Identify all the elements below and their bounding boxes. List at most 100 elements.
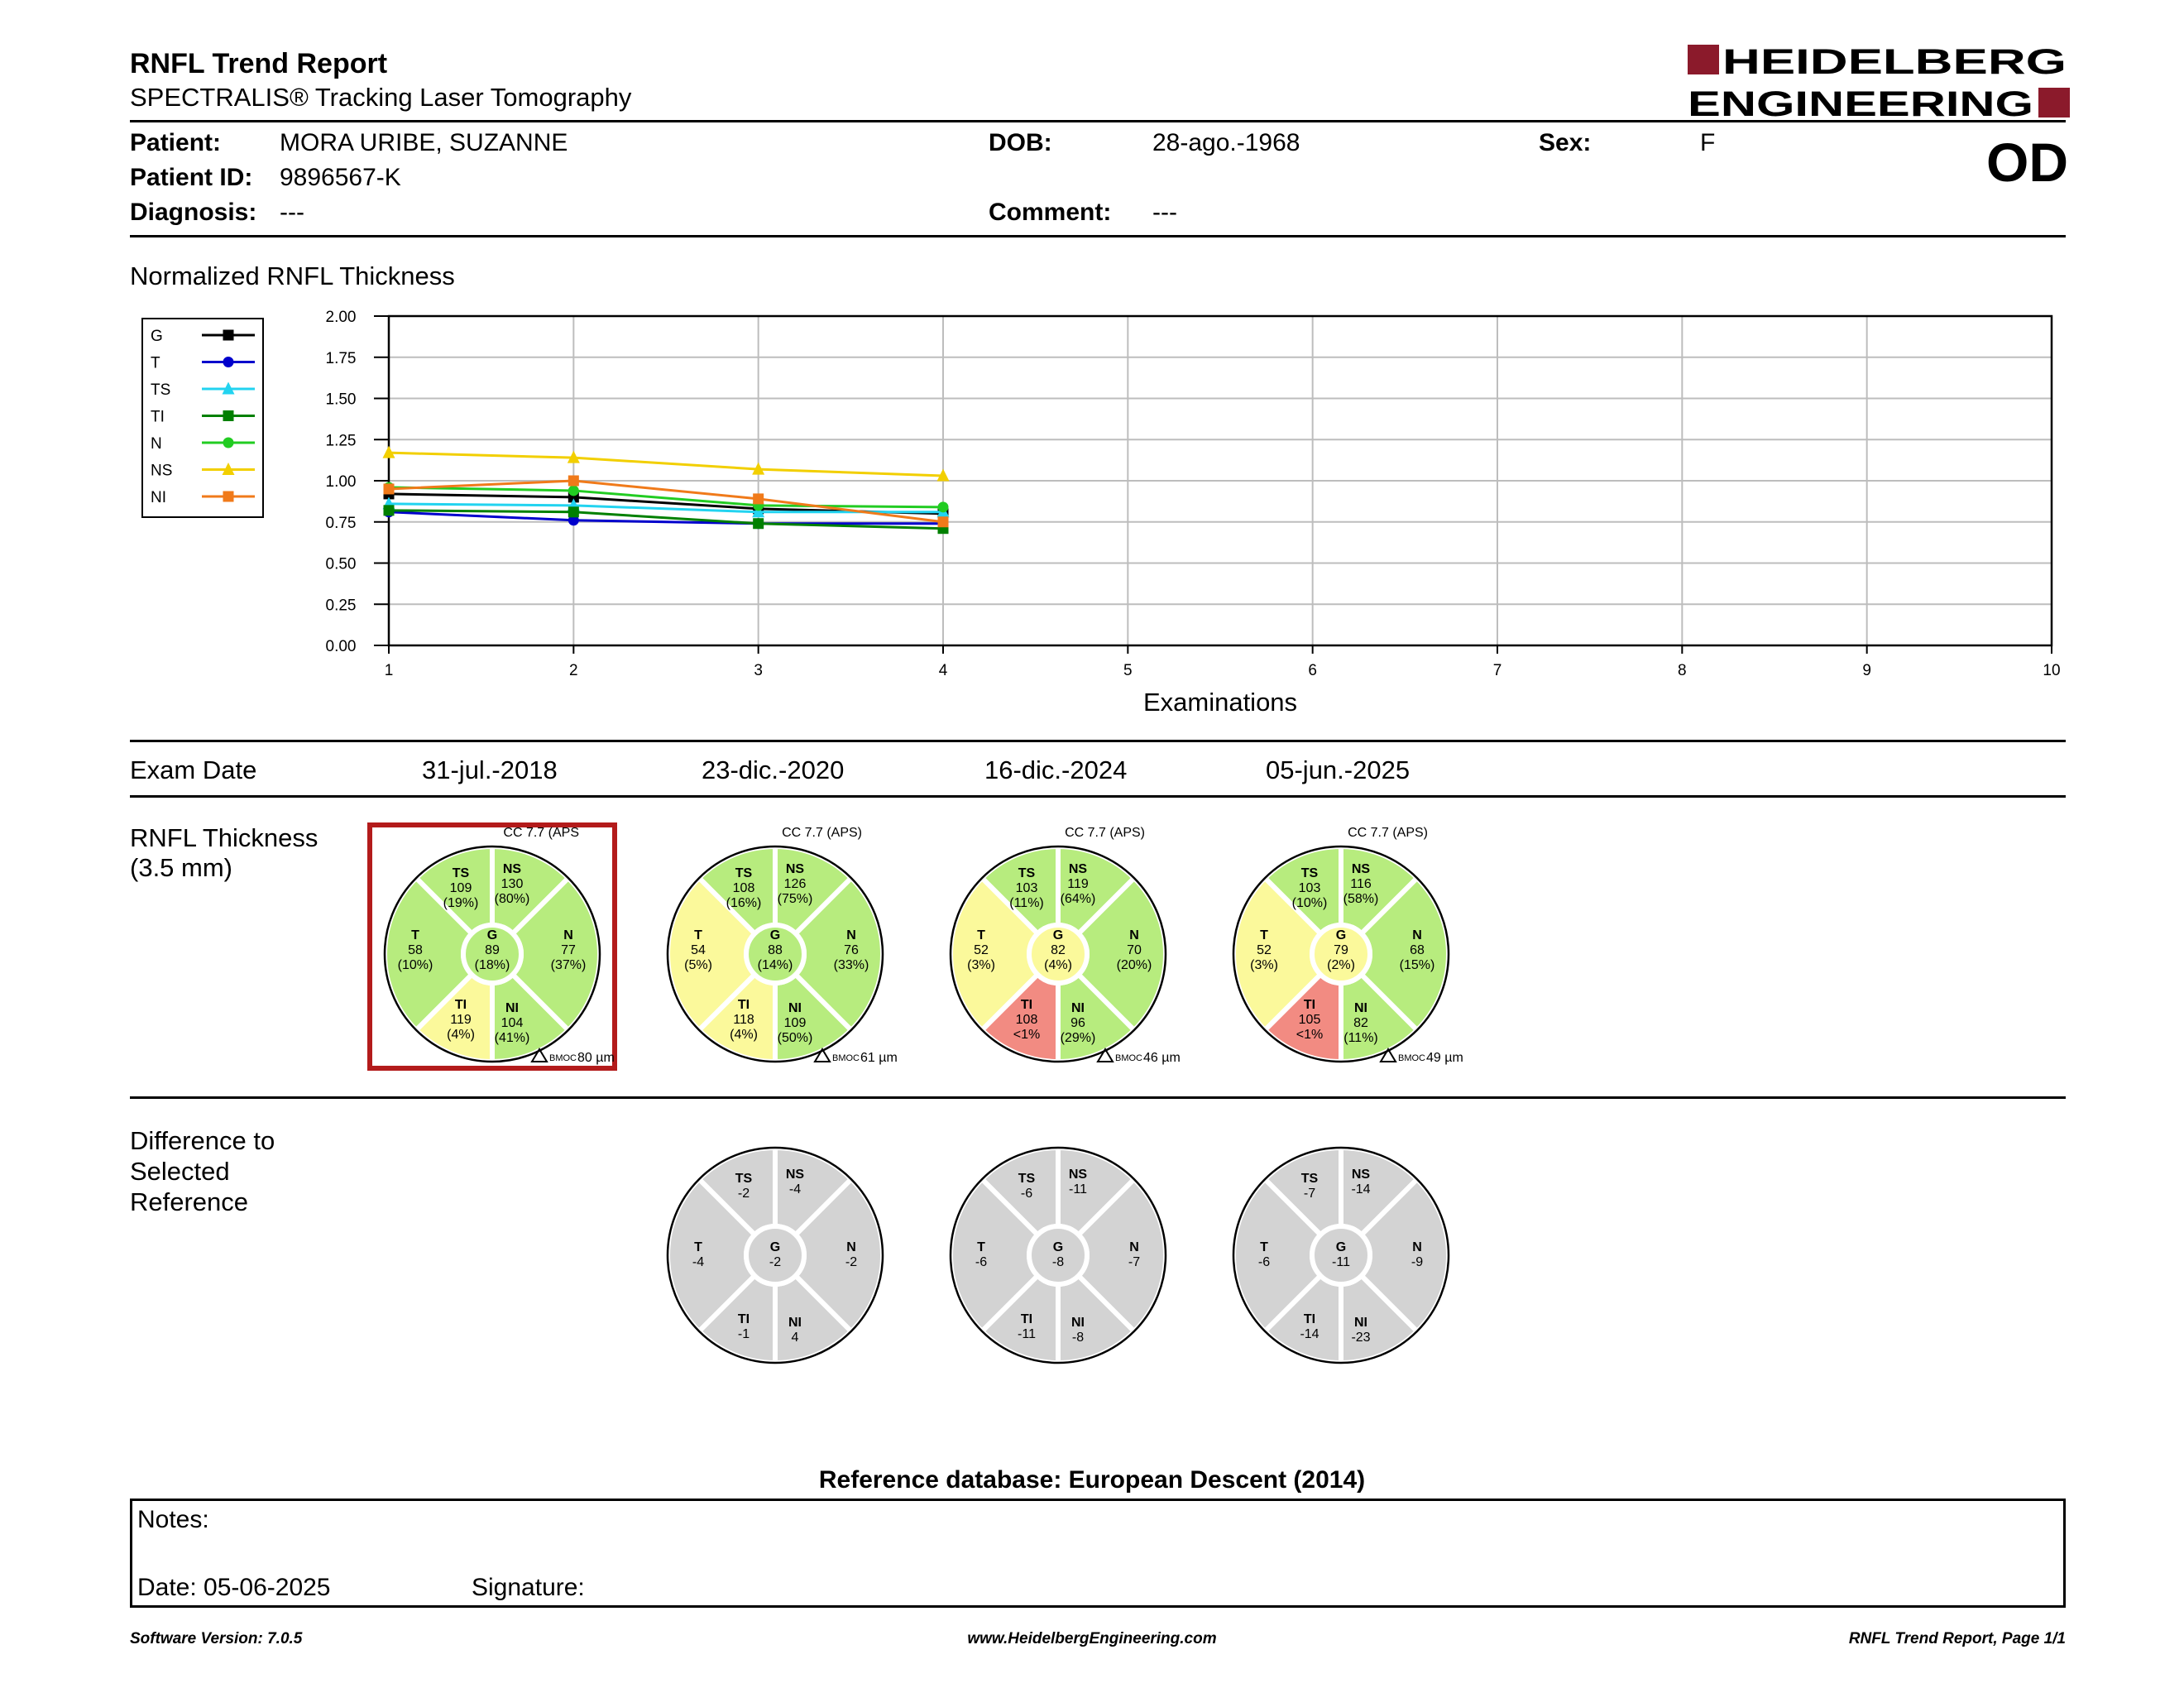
chart-legend-marker: [223, 437, 234, 448]
sector-value-ni: 109: [784, 1016, 807, 1030]
sector-g: [461, 923, 524, 985]
sector-pct-g: (4%): [1044, 958, 1072, 972]
signature-label: Signature:: [472, 1574, 585, 1601]
software-version: Software Version: 7.0.5: [130, 1630, 303, 1647]
rnfl-disc-exam-1[interactable]: TS109(19%)NS130(80%)T58(10%)G89(18%)N77(…: [364, 826, 620, 1082]
diff-sector-label-n: N: [846, 1240, 856, 1254]
sector-pct-n: (37%): [551, 958, 587, 972]
sector-value-ti: 118: [733, 1013, 754, 1027]
chart-xtick-label: 2: [569, 662, 578, 679]
chart-legend-marker: [223, 357, 234, 367]
sector-label-ts: TS: [453, 866, 470, 880]
sector-label-ns: NS: [1352, 862, 1371, 876]
disc-outline: [666, 1146, 884, 1364]
bmoc-label: BMOC: [1398, 1053, 1425, 1063]
diagnosis-label: Diagnosis:: [130, 199, 257, 226]
patient-id: 9896567-K: [280, 164, 401, 191]
website-link[interactable]: www.HeidelbergEngineering.com: [967, 1630, 1217, 1647]
image-quality-label: CC 7.7 (APS): [1348, 826, 1428, 840]
diff-sector-label-ti: TI: [1304, 1312, 1315, 1326]
disc-outline: [383, 845, 601, 1063]
diff-sector-value-ti: -14: [1300, 1327, 1319, 1341]
diff-sector-label-g: G: [770, 1240, 780, 1254]
chart-point-ni: [937, 516, 949, 528]
exam-date-label: Exam Date: [130, 755, 257, 784]
sector-pct-g: (18%): [475, 958, 510, 972]
sector-label-ti: TI: [738, 998, 750, 1012]
bmoc-value: 80 µm: [577, 1051, 615, 1065]
diff-sector-label-t: T: [977, 1240, 985, 1254]
chart-point-t: [568, 515, 579, 526]
sector-g: [1310, 1224, 1372, 1287]
image-quality-label: CC 7.7 (APS: [503, 826, 579, 840]
chart-point-ns: [382, 445, 395, 458]
bmoc-value: 61 µm: [860, 1051, 898, 1065]
diff-sector-label-ni: NI: [788, 1316, 802, 1330]
patient-label: Patient:: [130, 129, 222, 156]
diff-sector-label-ts: TS: [735, 1172, 753, 1186]
sector-label-ns: NS: [786, 862, 805, 876]
chart-legend-marker: [223, 410, 234, 421]
patient-id-label: Patient ID:: [130, 164, 253, 191]
logo-line1: HEIDELBERG: [1722, 43, 2067, 82]
comment-label: Comment:: [989, 199, 1112, 226]
sector-value-t: 54: [691, 943, 706, 957]
chart-legend-marker: [223, 491, 234, 502]
sector-label-ni: NI: [1071, 1001, 1085, 1015]
disc-outline: [666, 845, 884, 1063]
sector-label-t: T: [1260, 928, 1268, 942]
chart-ytick-label: 1.75: [326, 350, 357, 367]
heidelberg-logo: HEIDELBERG ENGINEERING: [1688, 43, 2070, 119]
sector-pct-g: (14%): [758, 958, 793, 972]
chart-xtick-label: 6: [1308, 662, 1317, 679]
sector-g: [1027, 1224, 1090, 1287]
sector-value-ts: 108: [733, 881, 755, 895]
chart-xtick-label: 4: [939, 662, 948, 679]
sector-value-ns: 126: [784, 877, 807, 891]
chart-xlabel: Examinations: [1143, 688, 1297, 712]
chart-point-ni: [383, 483, 395, 495]
patient-name: MORA URIBE, SUZANNE: [280, 129, 568, 156]
sector-g: [1310, 923, 1372, 985]
diff-sector-label-g: G: [1053, 1240, 1063, 1254]
notes-label: Notes:: [137, 1506, 209, 1533]
chart-xtick-label: 10: [2043, 662, 2060, 679]
sector-label-ns: NS: [1069, 862, 1088, 876]
sector-pct-n: (33%): [834, 958, 869, 972]
chart-point-ns: [752, 462, 765, 475]
notes-box: Notes: Date: 05-06-2025 Signature:: [130, 1499, 2066, 1608]
logo-square-bottom: [2038, 88, 2070, 117]
diff-sector-value-g: -11: [1332, 1255, 1350, 1269]
chart-xtick-label: 8: [1678, 662, 1687, 679]
chart-point-ti: [753, 518, 764, 530]
chart-xtick-label: 3: [754, 662, 763, 679]
sector-value-n: 76: [844, 943, 859, 957]
exam-date-divider: [130, 795, 2066, 798]
diff-sector-value-n: -9: [1411, 1255, 1423, 1269]
bmoc-triangle-icon: [530, 1048, 548, 1062]
sector-value-ts: 103: [1016, 881, 1038, 895]
diff-sector-label-n: N: [1129, 1240, 1139, 1254]
eye-indicator: OD: [1986, 132, 2068, 193]
diff-sector-label-g: G: [1336, 1240, 1346, 1254]
page-number: RNFL Trend Report, Page 1/1: [1848, 1630, 2066, 1647]
chart-xtick-label: 9: [1862, 662, 1871, 679]
selected-reference-frame[interactable]: [367, 822, 617, 1071]
diff-sector-value-ti: -11: [1018, 1327, 1036, 1341]
chart-series-line-n: [388, 486, 944, 509]
diff-sector-value-n: -7: [1128, 1255, 1140, 1269]
disc-outline: [1232, 1146, 1450, 1364]
sector-label-n: N: [1129, 928, 1139, 942]
sector-value-ns: 130: [501, 877, 524, 891]
sector-value-ts: 109: [450, 881, 472, 895]
diff-sector-value-ns: -4: [789, 1182, 801, 1196]
sector-value-g: 79: [1334, 943, 1348, 957]
sector-pct-ni: (41%): [495, 1031, 530, 1045]
diff-sector-label-ns: NS: [786, 1168, 805, 1182]
sector-value-g: 82: [1051, 943, 1066, 957]
